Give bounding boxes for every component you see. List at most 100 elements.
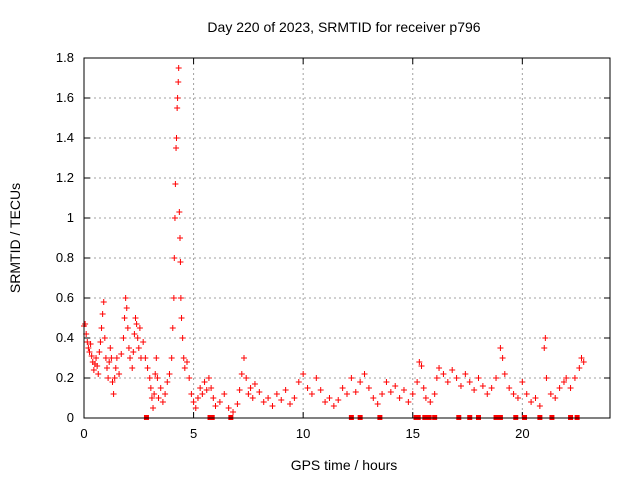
data-point [157,385,164,391]
data-point [99,311,106,317]
data-point [155,395,162,401]
data-point [339,385,346,391]
data-point [240,355,247,361]
y-tick-label: 1.2 [56,170,74,185]
data-point [113,355,120,361]
data-point [528,399,535,405]
y-tick-label: 0.6 [56,290,74,305]
data-point [330,403,337,409]
data-point [238,371,245,377]
data-point [171,255,178,261]
data-point [146,375,153,381]
data-point [176,235,183,241]
data-point [453,375,460,381]
data-point [374,401,381,407]
data-point [387,389,394,395]
data-point [547,391,554,397]
data-point [173,135,180,141]
data-point [102,355,109,361]
data-point [164,379,171,385]
data-point [440,371,447,377]
data-point [152,371,159,377]
data-point [199,391,206,397]
y-tick-label: 1.4 [56,130,74,145]
chart-title: Day 220 of 2023, SRMTID for receiver p79… [207,19,480,35]
data-point [118,351,125,357]
data-point [420,385,427,391]
data-point [100,299,107,305]
data-point [98,325,105,331]
data-point [484,391,491,397]
data-point [497,345,504,351]
data-point [168,355,175,361]
x-tick-label: 20 [515,426,529,441]
data-point [580,359,587,365]
data-point [131,331,138,337]
data-point [123,305,130,311]
data-point [105,375,112,381]
x-tick-label: 5 [190,426,197,441]
data-point [188,391,195,397]
data-point [122,295,129,301]
data-point [230,409,237,415]
data-point [383,379,390,385]
data-point [457,383,464,389]
data-point [124,325,131,331]
x-tick-label: 15 [406,426,420,441]
data-point [506,385,513,391]
data-point [90,367,97,373]
data-point [194,395,201,401]
data-point [104,365,111,371]
data-point [186,375,193,381]
data-point [552,395,559,401]
data-point [536,403,543,409]
data-point [532,395,539,401]
data-point [177,295,184,301]
data-point [488,385,495,391]
data-point [171,215,178,221]
y-axis-label: SRMTID / TECUs [7,183,23,293]
data-point [471,387,478,393]
x-tick-label: 10 [296,426,310,441]
data-point [436,365,443,371]
data-point [205,375,212,381]
data-point [136,325,143,331]
data-point [269,403,276,409]
data-point [236,387,243,393]
data-point [335,397,342,403]
data-point [177,259,184,265]
data-point [121,315,128,321]
data-point [357,379,364,385]
data-point [109,379,116,385]
data-point [197,385,204,391]
data-point [120,335,127,341]
data-point [300,371,307,377]
data-point [132,315,139,321]
data-point [313,375,320,381]
data-point [444,379,451,385]
data-point [576,365,583,371]
data-point [221,391,228,397]
data-point [295,379,302,385]
data-point [396,395,403,401]
data-point [174,105,181,111]
data-point [556,385,563,391]
data-point [144,365,151,371]
data-point [84,339,91,345]
data-point [322,399,329,405]
data-point [405,399,412,405]
data-point [174,95,181,101]
data-point [175,65,182,71]
data-point [499,355,506,361]
data-point [140,339,147,345]
data-point [414,379,421,385]
data-point [203,387,210,393]
plot-frame [83,57,611,419]
data-point [190,399,197,405]
data-point [110,391,117,397]
data-point [265,395,272,401]
axis-ticks: 0 0.2 0.4 0.6 0.8 1 1.2 1.4 1.6 1.8 0 5 10 15 20 [56,50,610,441]
data-point [560,379,567,385]
y-tick-label: 1 [67,210,74,225]
data-point [173,145,180,151]
